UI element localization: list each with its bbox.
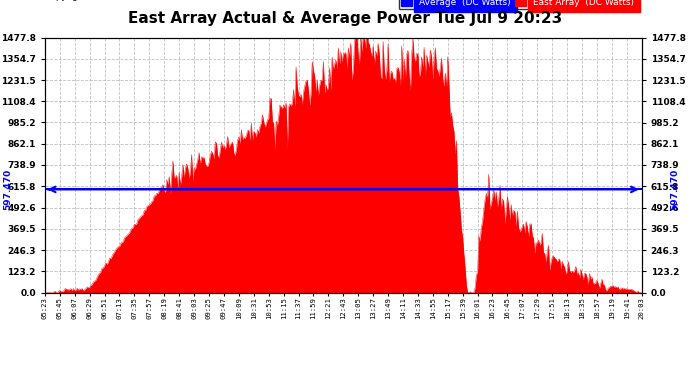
Text: 597.470: 597.470 — [670, 169, 679, 210]
Text: Copyright 2019 Cartronics.com: Copyright 2019 Cartronics.com — [45, 0, 176, 1]
Legend: Average  (DC Watts), East Array  (DC Watts): Average (DC Watts), East Array (DC Watts… — [399, 0, 637, 9]
Text: 597.470: 597.470 — [3, 169, 12, 210]
Text: East Array Actual & Average Power Tue Jul 9 20:23: East Array Actual & Average Power Tue Ju… — [128, 11, 562, 26]
